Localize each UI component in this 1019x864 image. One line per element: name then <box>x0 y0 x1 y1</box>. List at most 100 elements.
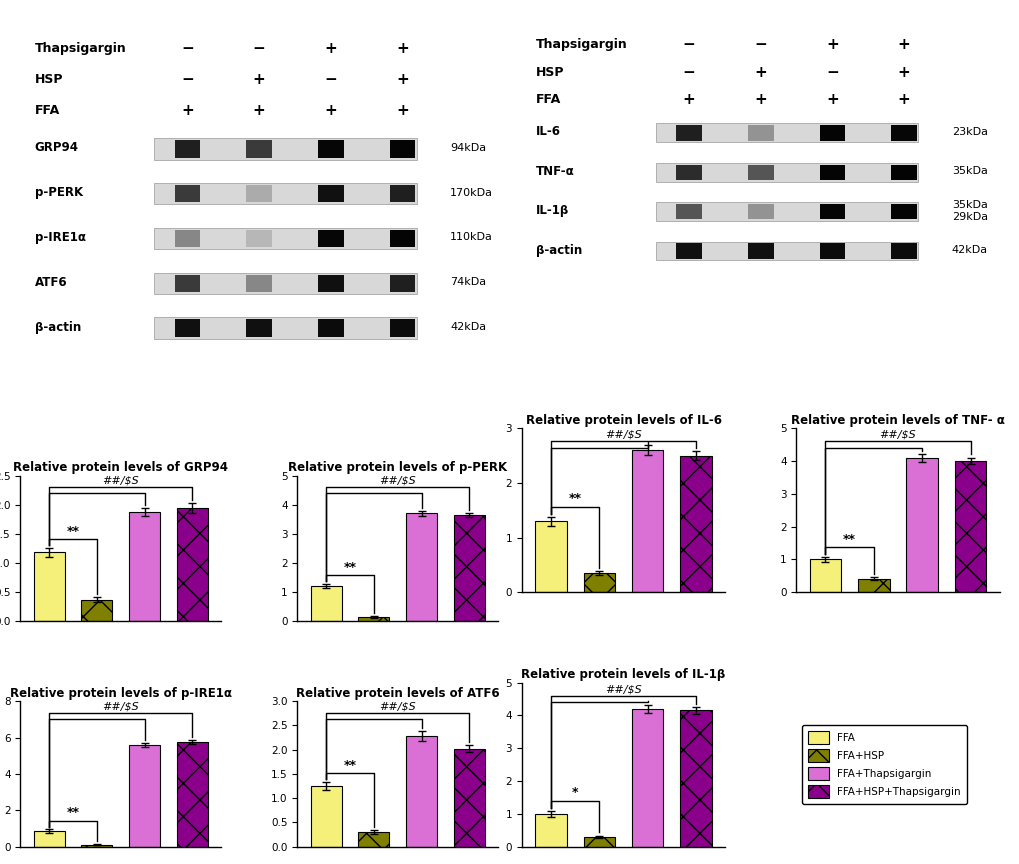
Text: 35kDa: 35kDa <box>951 167 986 176</box>
Bar <box>891 125 916 141</box>
Bar <box>82 844 112 847</box>
Title: Relative protein levels of IL-6: Relative protein levels of IL-6 <box>525 414 720 427</box>
Bar <box>809 560 841 593</box>
Title: Relative protein levels of p-IRE1α: Relative protein levels of p-IRE1α <box>10 687 231 700</box>
Text: ##/$S: ##/$S <box>604 429 641 440</box>
Bar <box>747 125 772 141</box>
Text: +: + <box>324 41 337 56</box>
Bar <box>358 617 389 621</box>
Bar <box>154 183 417 205</box>
Bar <box>680 455 711 593</box>
Bar <box>174 185 201 202</box>
Bar <box>176 742 208 847</box>
Bar <box>818 204 845 219</box>
Bar <box>655 202 917 221</box>
Bar <box>389 320 415 337</box>
Bar <box>154 317 417 339</box>
Text: 110kDa: 110kDa <box>449 232 492 243</box>
Bar <box>318 230 343 247</box>
Bar <box>676 125 701 141</box>
Bar <box>535 814 567 847</box>
Bar <box>632 708 662 847</box>
Title: Relative protein levels of IL-1β: Relative protein levels of IL-1β <box>521 669 725 682</box>
Text: +: + <box>682 92 695 107</box>
Text: GRP94: GRP94 <box>35 142 78 155</box>
Text: 170kDa: 170kDa <box>449 187 493 198</box>
Bar <box>676 204 701 219</box>
Text: HSP: HSP <box>536 66 565 79</box>
Text: p-PERK: p-PERK <box>35 186 83 200</box>
Bar <box>174 320 201 337</box>
Bar <box>680 710 711 847</box>
Text: ##/$S: ##/$S <box>878 429 915 440</box>
Text: 23kDa: 23kDa <box>951 127 986 137</box>
Text: *: * <box>572 786 578 799</box>
Text: FFA: FFA <box>35 105 60 118</box>
Bar <box>318 140 343 157</box>
Text: +: + <box>897 65 910 79</box>
Bar <box>82 600 112 621</box>
Bar <box>632 450 662 593</box>
Text: 35kDa
29kDa: 35kDa 29kDa <box>951 200 987 221</box>
Bar <box>247 230 272 247</box>
Bar <box>389 275 415 292</box>
Bar <box>818 244 845 258</box>
Text: **: ** <box>66 806 79 819</box>
Text: **: ** <box>569 492 581 505</box>
Text: +: + <box>253 104 265 118</box>
Text: +: + <box>754 92 766 107</box>
Bar <box>318 320 343 337</box>
Text: ##/$S: ##/$S <box>102 476 139 486</box>
Bar <box>906 458 937 593</box>
Bar <box>747 204 772 219</box>
Bar <box>954 461 985 593</box>
Bar <box>34 831 64 847</box>
Text: p-IRE1α: p-IRE1α <box>35 231 86 244</box>
Bar <box>129 745 160 847</box>
Bar <box>34 552 64 621</box>
Bar <box>655 242 917 260</box>
Text: +: + <box>897 92 910 107</box>
Bar <box>358 832 389 847</box>
Bar <box>174 140 201 157</box>
Title: Relative protein levels of TNF- α: Relative protein levels of TNF- α <box>791 414 1004 427</box>
Text: +: + <box>395 41 409 56</box>
Bar <box>154 272 417 294</box>
Bar <box>676 244 701 258</box>
Text: 42kDa: 42kDa <box>951 245 987 255</box>
Bar <box>174 275 201 292</box>
Text: −: − <box>825 65 838 79</box>
Bar <box>891 164 916 180</box>
Bar <box>818 164 845 180</box>
Bar <box>747 164 772 180</box>
Bar <box>310 586 341 621</box>
Text: ##/$S: ##/$S <box>102 702 139 711</box>
Text: +: + <box>825 37 838 52</box>
Text: +: + <box>181 104 194 118</box>
Bar <box>176 508 208 621</box>
Text: +: + <box>395 72 409 87</box>
Bar <box>676 164 701 180</box>
Bar <box>247 185 272 202</box>
Text: −: − <box>181 41 194 56</box>
Text: −: − <box>181 72 194 87</box>
Text: HSP: HSP <box>35 73 63 86</box>
Bar <box>583 837 614 847</box>
Text: Thapsigargin: Thapsigargin <box>35 42 126 55</box>
Text: −: − <box>253 41 265 56</box>
Bar <box>389 185 415 202</box>
Text: β-actin: β-actin <box>35 321 81 334</box>
Bar <box>318 185 343 202</box>
Bar <box>154 138 417 160</box>
Bar <box>154 228 417 249</box>
Bar <box>129 511 160 621</box>
Bar <box>174 230 201 247</box>
Legend: FFA, FFA+HSP, FFA+Thapsigargin, FFA+HSP+Thapsigargin: FFA, FFA+HSP, FFA+Thapsigargin, FFA+HSP+… <box>801 725 966 804</box>
Text: TNF-α: TNF-α <box>536 165 575 178</box>
Bar <box>247 275 272 292</box>
Text: −: − <box>324 72 337 87</box>
Bar <box>318 275 343 292</box>
Text: ATF6: ATF6 <box>35 276 67 289</box>
Text: IL-6: IL-6 <box>536 125 560 138</box>
Bar <box>655 162 917 181</box>
